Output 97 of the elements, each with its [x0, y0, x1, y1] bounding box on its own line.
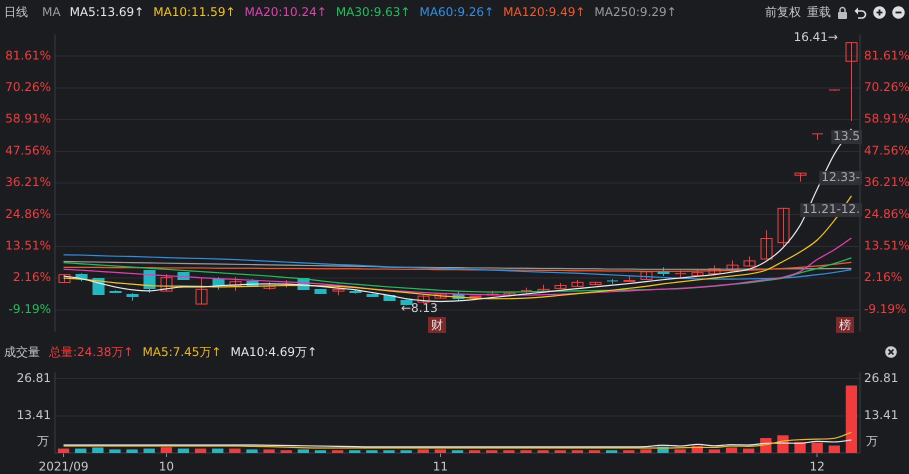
y-tick-label: 70.26%: [5, 80, 51, 94]
annotation: ←8.13: [401, 301, 438, 316]
text: MA30:9.63↑: [336, 5, 410, 19]
y2-tick-label: -9.19%: [864, 302, 906, 316]
bar: [280, 450, 292, 453]
text: MA10:4.69万↑: [230, 344, 318, 360]
candlestick: [760, 230, 772, 260]
text: MA120:9.49↑: [503, 5, 586, 19]
bar: [383, 450, 395, 453]
bar: [298, 449, 310, 453]
bar: [144, 448, 155, 453]
bar: [606, 450, 618, 453]
bar: [418, 449, 429, 453]
bar: [332, 450, 344, 453]
text: 前复权: [765, 4, 801, 20]
bar: [314, 450, 326, 453]
y2-tick-label: 2.16%: [864, 270, 902, 284]
y-tick-label: -9.19%: [8, 302, 51, 316]
candlestick: [778, 208, 790, 247]
bar: [58, 448, 70, 453]
bar: [349, 450, 360, 453]
y2-tick-label: 13.51%: [864, 238, 909, 253]
y2-tick-label: 47.56%: [864, 143, 909, 158]
x-tick-label: 10: [158, 459, 174, 474]
text: MA10:11.59↑: [153, 5, 236, 19]
bar: [554, 450, 566, 453]
annotation: 12.33-: [821, 170, 860, 184]
bar: [846, 385, 858, 453]
bar: [623, 450, 634, 453]
text: MA5:13.69↑: [70, 5, 144, 19]
bar: [726, 447, 738, 453]
annotation: 财: [431, 318, 443, 332]
annotation: 16.41→: [794, 30, 838, 44]
bar: [178, 448, 190, 453]
annotation: 榜: [839, 318, 851, 332]
line-series: [62, 432, 852, 449]
bar: [75, 448, 86, 453]
y2-tick-label: 36.21%: [864, 175, 909, 190]
y2-axis-title: 万: [866, 434, 878, 448]
candlestick: [846, 42, 858, 121]
bar: [588, 450, 600, 453]
bar: [828, 446, 840, 453]
chart-title: 成交量: [4, 344, 40, 360]
bar: [503, 450, 515, 453]
y-tick-label: 47.56%: [5, 143, 51, 158]
legend-title: MA: [42, 5, 61, 19]
bar: [126, 449, 138, 453]
y2-tick-label: 13.41: [864, 408, 898, 422]
bar: [486, 450, 498, 453]
bar: [229, 448, 240, 453]
bar: [400, 450, 412, 453]
text: MA20:10.24↑: [244, 5, 327, 19]
bar: [468, 450, 480, 453]
y2-tick-label: 26.81: [864, 370, 898, 385]
bar: [366, 450, 378, 453]
y-axis-title: 万: [37, 434, 49, 448]
x-tick-label: 12: [810, 459, 825, 474]
text: MA5:7.45万↑: [142, 344, 222, 360]
text: MA60:9.26↑: [419, 5, 494, 19]
y-tick-label: 36.21%: [5, 175, 51, 190]
bar: [812, 442, 823, 453]
annotation: 13.5: [833, 129, 860, 144]
y-tick-label: 13.51%: [5, 238, 51, 253]
bar: [109, 449, 121, 453]
bar: [708, 449, 720, 453]
x-tick-label: 2021/09: [38, 459, 88, 474]
bar: [434, 449, 446, 453]
bar: [537, 450, 549, 453]
bar: [520, 450, 532, 453]
bar: [246, 449, 258, 453]
text: 总量:24.38万↑: [49, 344, 134, 360]
bar: [212, 448, 224, 453]
text: MA250:9.29↑: [594, 5, 677, 19]
bar: [743, 448, 754, 453]
y2-tick-label: 81.61%: [864, 48, 909, 62]
line-series: [62, 439, 852, 448]
bar: [92, 447, 104, 453]
bar: [263, 449, 275, 453]
y-tick-label: 13.41: [16, 408, 51, 422]
bar: [572, 450, 584, 453]
x-tick-label: 11: [432, 459, 448, 474]
bar: [194, 448, 206, 453]
bar: [452, 450, 464, 453]
y-tick-label: 2.16%: [12, 270, 51, 284]
y-tick-label: 26.81: [16, 370, 51, 385]
y-tick-label: 81.61%: [5, 48, 51, 62]
bar: [640, 449, 652, 453]
bar: [160, 447, 172, 453]
y2-tick-label: 58.91%: [864, 112, 909, 126]
y2-tick-label: 24.86%: [864, 206, 909, 221]
y2-tick-label: 70.26%: [864, 80, 909, 94]
y-tick-label: 24.86%: [5, 206, 51, 221]
chart-title: 日线: [4, 4, 28, 20]
bar: [674, 449, 686, 453]
annotation: 11.21-12.: [802, 202, 860, 216]
y-tick-label: 58.91%: [5, 112, 51, 126]
text: 重载: [807, 4, 831, 20]
